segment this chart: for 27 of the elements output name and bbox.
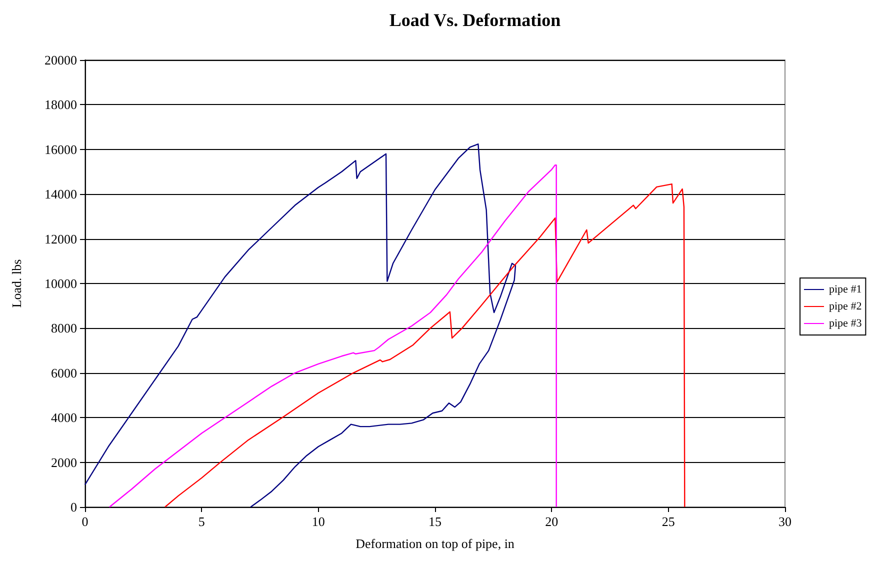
chart-title: Load Vs. Deformation xyxy=(389,10,561,30)
x-tick-label: 20 xyxy=(545,514,558,529)
y-tick-label: 16000 xyxy=(44,142,77,157)
x-tick-label: 30 xyxy=(778,514,792,529)
x-tick-label: 15 xyxy=(428,514,442,529)
y-tick-label: 0 xyxy=(70,500,77,514)
y-tick-label: 14000 xyxy=(44,186,77,202)
y-tick-label: 8000 xyxy=(51,320,77,336)
x-tick-label: 5 xyxy=(198,514,205,529)
y-axis-title: Load. lbs xyxy=(9,259,24,308)
x-axis-title: Deformation on top of pipe, in xyxy=(356,536,515,551)
x-tick-label: 25 xyxy=(662,514,675,529)
legend-label: pipe #3 xyxy=(829,318,862,330)
y-tick-label: 12000 xyxy=(44,231,77,246)
line-series xyxy=(84,143,516,508)
y-tick-label: 20000 xyxy=(44,52,77,68)
y-tick-label: 4000 xyxy=(51,410,77,426)
line-series xyxy=(108,164,557,508)
line-series xyxy=(164,183,686,508)
legend-label: pipe #2 xyxy=(829,300,862,312)
y-tick-label: 10000 xyxy=(44,276,77,291)
y-tick-label: 6000 xyxy=(51,365,77,380)
legend-label: pipe #1 xyxy=(829,284,862,296)
y-tick-label: 18000 xyxy=(44,97,77,112)
x-tick-label: 10 xyxy=(312,514,325,529)
y-tick-label: 2000 xyxy=(51,454,77,470)
x-tick-label: 0 xyxy=(82,514,88,529)
